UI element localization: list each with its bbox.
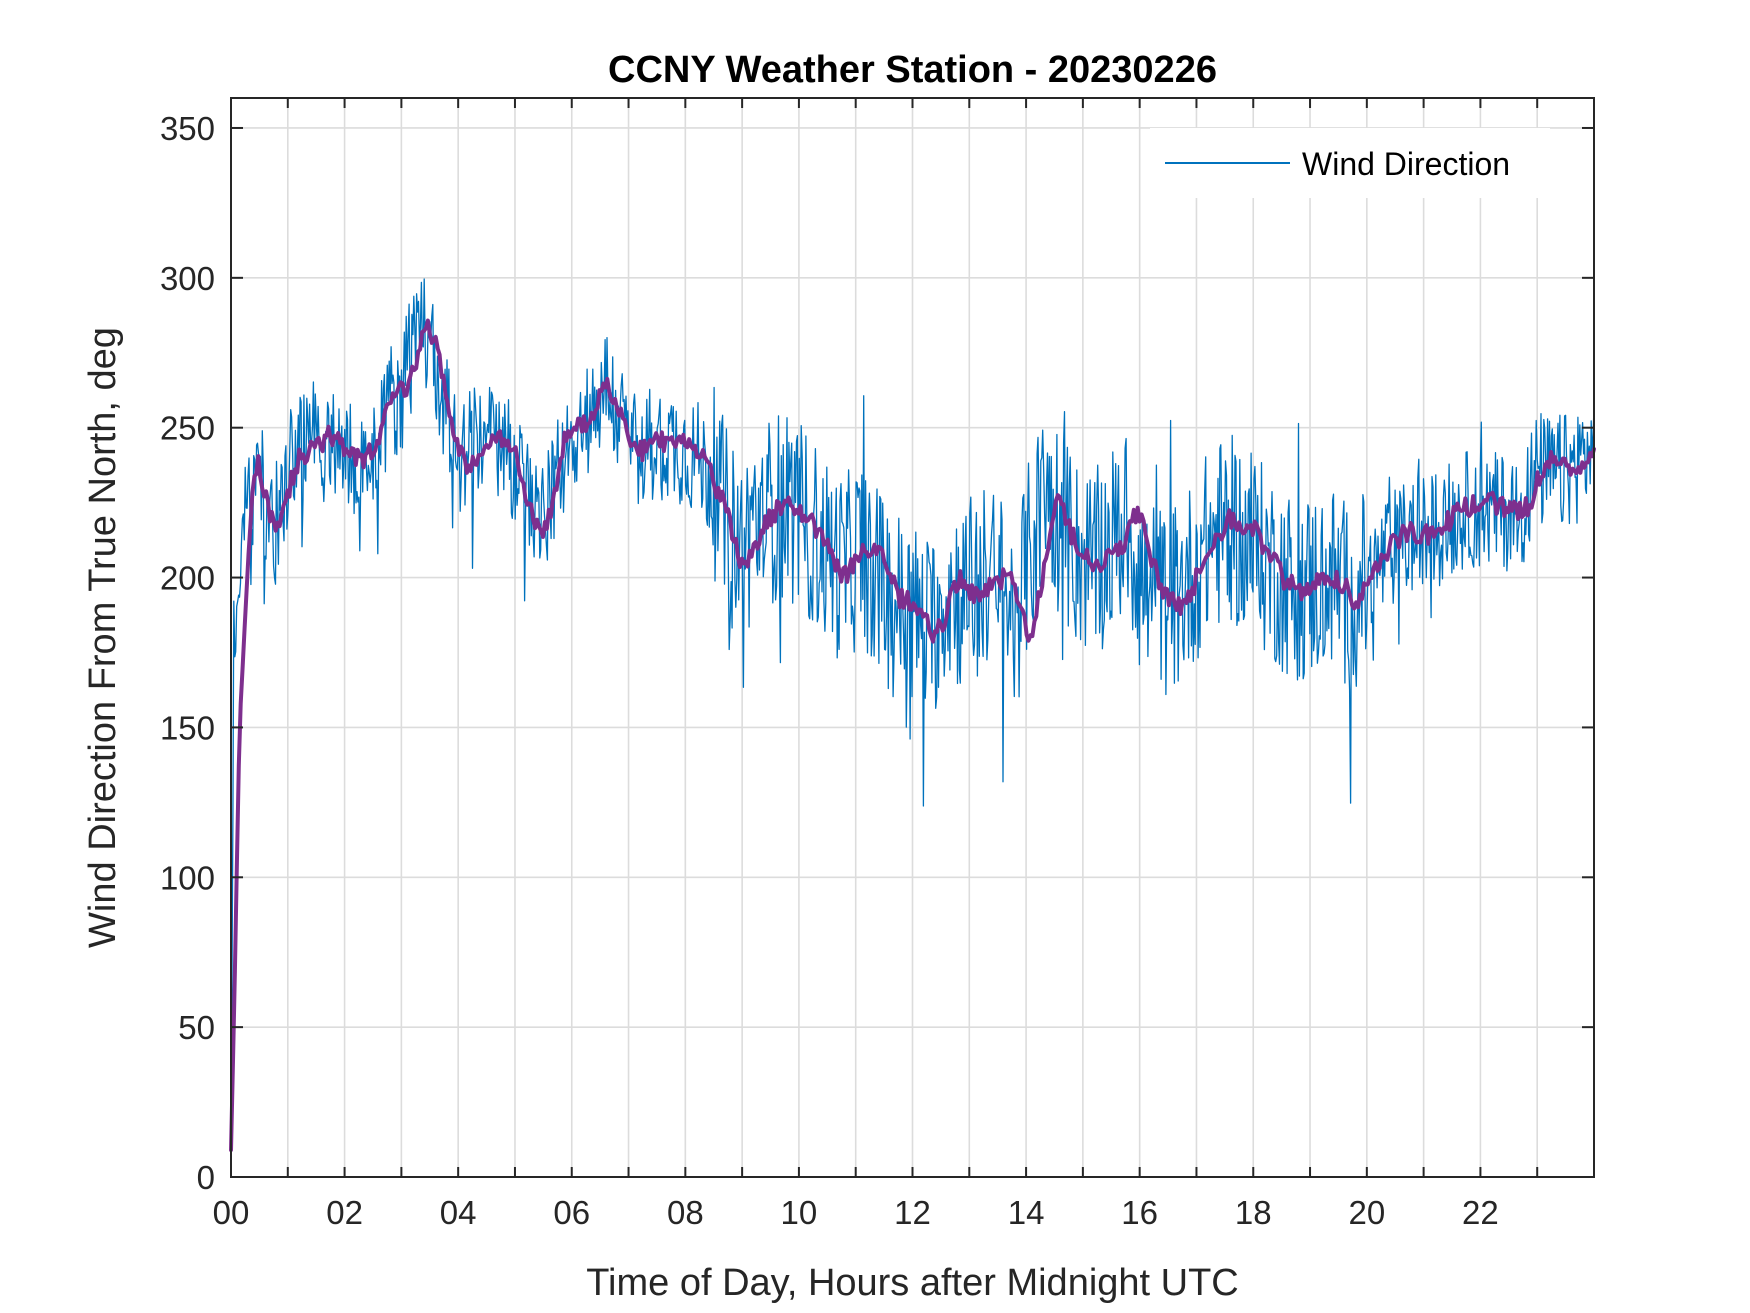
chart-title: CCNY Weather Station - 20230226 <box>608 49 1217 91</box>
y-tick-label: 300 <box>160 260 215 297</box>
x-tick-label: 02 <box>326 1194 363 1231</box>
x-tick-label: 16 <box>1121 1194 1158 1231</box>
y-tick-label: 100 <box>160 859 215 896</box>
x-tick-label: 04 <box>440 1194 477 1231</box>
ticks: 0 50 100 150 200 250 300 350 00 02 04 06 08 10 12 14 16 1… <box>160 98 1595 1231</box>
x-tick-label: 10 <box>781 1194 818 1231</box>
y-tick-label: 0 <box>197 1159 215 1196</box>
y-tick-label: 250 <box>160 410 215 447</box>
y-axis-label: Wind Direction From True North, deg <box>82 327 124 948</box>
series-layer <box>229 278 1596 1178</box>
y-tick-label: 350 <box>160 110 215 147</box>
x-tick-label: 14 <box>1008 1194 1045 1231</box>
legend: Wind Direction <box>1150 128 1550 198</box>
x-tick-label: 20 <box>1348 1194 1385 1231</box>
y-tick-label: 150 <box>160 709 215 746</box>
y-tick-label: 200 <box>160 560 215 597</box>
legend-label-wind-direction: Wind Direction <box>1302 146 1510 182</box>
y-tick-label: 50 <box>178 1009 215 1046</box>
grid <box>231 98 1594 1177</box>
series-moving-average <box>229 318 1596 1152</box>
x-tick-label: 18 <box>1235 1194 1272 1231</box>
x-tick-label: 00 <box>213 1194 250 1231</box>
x-axis-label: Time of Day, Hours after Midnight UTC <box>586 1262 1239 1304</box>
x-tick-label: 08 <box>667 1194 704 1231</box>
x-tick-label: 12 <box>894 1194 931 1231</box>
x-tick-label: 22 <box>1462 1194 1499 1231</box>
x-tick-label: 06 <box>553 1194 590 1231</box>
